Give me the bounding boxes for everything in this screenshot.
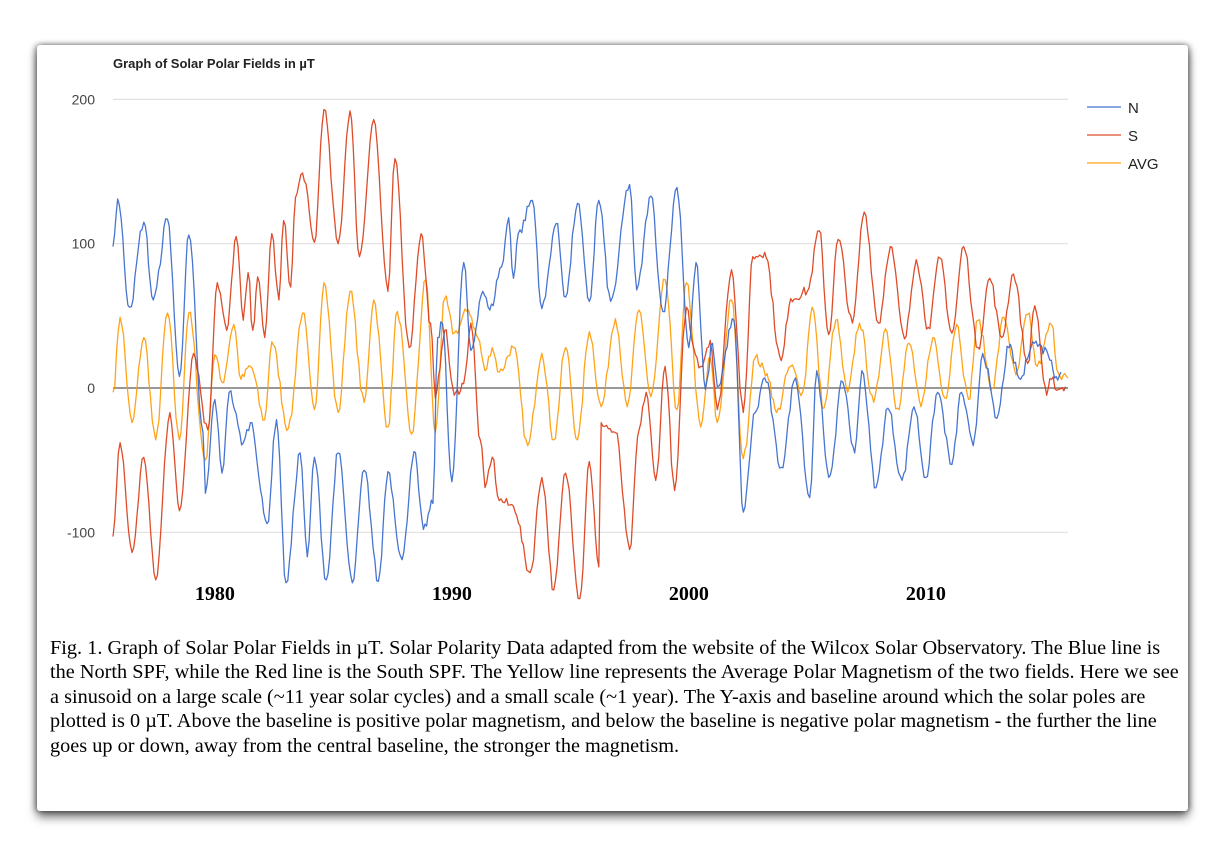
figure-frame	[37, 45, 1188, 811]
legend: NS AVG	[1087, 100, 1159, 173]
series-line-s	[112, 108, 1067, 600]
series-line-n	[112, 183, 1062, 584]
y-tick-label: 100	[72, 236, 96, 252]
y-tick-label: -100	[67, 524, 95, 540]
legend-label-n: N	[1128, 100, 1139, 117]
x-tick-label: 2010	[906, 583, 946, 605]
y-axis-ticks: 200 100 0 -100	[67, 91, 95, 540]
x-tick-label: 2000	[669, 583, 709, 605]
legend-label-s: S	[1128, 128, 1138, 145]
x-tick-label: 1980	[195, 583, 235, 605]
series-line-avg	[112, 278, 1069, 461]
x-axis-ticks: 1980 1990 2000 2010	[195, 583, 946, 605]
chart-title: Graph of Solar Polar Fields in µT	[113, 56, 315, 71]
legend-label-avg: AVG	[1128, 156, 1159, 173]
gridlines	[113, 98, 1068, 533]
y-tick-label: 200	[72, 91, 96, 107]
series-lines	[112, 108, 1069, 600]
y-tick-label: 0	[87, 380, 95, 396]
figure-caption: Fig. 1. Graph of Solar Polar Fields in µ…	[50, 637, 1179, 757]
x-tick-label: 1990	[432, 583, 472, 605]
